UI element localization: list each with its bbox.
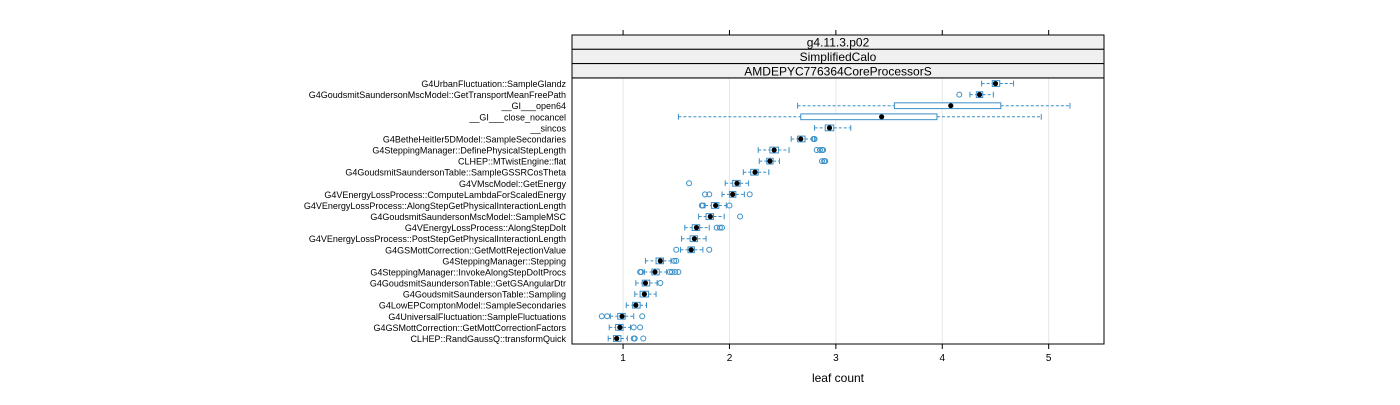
- outlier-point: [699, 202, 706, 209]
- outlier-point: [706, 191, 713, 198]
- x-tick-label: 2: [727, 353, 733, 364]
- outlier-point: [820, 147, 827, 154]
- median-dot: [826, 125, 833, 131]
- category-label: __GI___close_nocancel: [468, 112, 566, 122]
- strip-panel: g4.11.3.p02SimplifiedCaloAMDEPYC776364Co…: [571, 34, 1105, 79]
- outlier-point: [956, 91, 963, 98]
- median-dot: [730, 191, 736, 197]
- x-axis: 1 2 3 4 5: [620, 30, 1052, 364]
- category-label: G4VEnergyLossProcess::ComputeLambdaForSc…: [324, 190, 566, 200]
- median-dot: [767, 158, 773, 164]
- grid-layer: [622, 78, 1050, 344]
- plot-frame: [571, 77, 1105, 345]
- x-tick-label: 1: [620, 353, 626, 364]
- strip-label: SimplifiedCalo: [800, 50, 877, 64]
- category-label: G4BetheHeitler5DModel::SampleSecondaries: [383, 134, 567, 144]
- category-label: G4GSMottCorrection::GetMottCorrectionFac…: [373, 323, 566, 333]
- outlier-point: [673, 246, 680, 253]
- median-dot: [642, 280, 649, 286]
- category-label: G4GoudsmitSaundersonTable::SampleGSSRCos…: [345, 168, 566, 178]
- outlier-point: [822, 158, 829, 165]
- outlier-point: [706, 246, 713, 253]
- median-dot: [771, 147, 777, 153]
- median-dot: [798, 136, 804, 142]
- outlier-point: [816, 147, 823, 154]
- category-label: CLHEP::MTwistEngine::flat: [458, 157, 567, 167]
- outlier-point: [598, 313, 605, 320]
- x-tick-label: 5: [1046, 353, 1052, 364]
- median-dot: [734, 180, 740, 186]
- category-label: G4GoudsmitSaundersonMscModel::SampleMSC: [370, 212, 566, 222]
- category-label: G4VMscModel::GetEnergy: [459, 179, 567, 189]
- category-label: G4UrbanFluctuation::SampleGlandz: [421, 79, 566, 89]
- category-label: G4GoudsmitSaundersonTable::GetGSAngularD…: [370, 279, 566, 289]
- outlier-point: [640, 335, 647, 342]
- median-dot: [992, 80, 999, 87]
- category-label: G4LowEPComptonModel::SampleSecondaries: [379, 301, 567, 311]
- median-dot: [693, 225, 700, 231]
- outlier-point: [604, 313, 611, 320]
- category-label: G4UniversalFluctuation::SampleFluctuatio…: [388, 312, 566, 322]
- category-label: G4GoudsmitSaundersonTable::Sampling: [403, 290, 566, 300]
- category-label: CLHEP::RandGaussQ::transformQuick: [410, 334, 566, 344]
- outlier-point: [737, 213, 744, 220]
- category-label: G4VEnergyLossProcess::AlongStepDoIt: [405, 223, 567, 233]
- outlier-point: [675, 268, 682, 275]
- x-axis-label: leaf count: [812, 371, 865, 385]
- median-dot: [879, 114, 885, 120]
- outlier-point: [819, 158, 826, 165]
- outlier-point: [630, 324, 637, 331]
- box-iqr: [800, 113, 938, 121]
- outlier-point: [671, 257, 678, 264]
- outlier-point: [746, 191, 753, 198]
- median-dot: [976, 92, 983, 98]
- outlier-point: [631, 335, 638, 342]
- median-dot: [614, 335, 620, 342]
- median-dot: [948, 103, 954, 109]
- outlier-point: [686, 180, 693, 187]
- outlier-point: [637, 324, 644, 331]
- median-dot: [657, 258, 663, 264]
- strip-label: g4.11.3.p02: [807, 36, 870, 50]
- category-label: G4SteppingManager::InvokeAlongStepDoItPr…: [370, 267, 566, 277]
- median-dot: [688, 247, 694, 253]
- category-label: G4SteppingManager::Stepping: [442, 256, 566, 266]
- outlier-point: [672, 268, 679, 275]
- category-labels: G4UrbanFluctuation::SampleGlandzG4Goudsm…: [304, 79, 567, 344]
- median-dot: [707, 213, 713, 220]
- category-label: __sincos: [529, 123, 566, 133]
- outlier-point: [657, 280, 664, 287]
- median-dot: [713, 202, 719, 209]
- strip-label: AMDEPYC776364CoreProcessorS: [744, 64, 931, 78]
- median-dot: [617, 324, 623, 330]
- median-dot: [633, 302, 639, 308]
- category-label: G4VEnergyLossProcess::PostStepGetPhysica…: [309, 234, 566, 244]
- median-dot: [641, 291, 647, 297]
- outlier-point: [811, 135, 818, 142]
- category-label: G4SteppingManager::DefinePhysicalStepLen…: [372, 146, 566, 156]
- x-tick-label: 4: [939, 353, 945, 364]
- outlier-point: [702, 191, 708, 198]
- outlier-point: [719, 224, 726, 231]
- category-label: G4VEnergyLossProcess::AlongStepGetPhysic…: [304, 201, 566, 211]
- outlier-point: [638, 268, 645, 275]
- median-dot: [691, 236, 697, 242]
- category-label: G4GSMottCorrection::GetMottRejectionValu…: [385, 245, 566, 255]
- outlier-point: [639, 313, 646, 320]
- category-label: __GI___open64: [500, 101, 566, 111]
- median-dot: [619, 313, 625, 319]
- outlier-point: [673, 257, 680, 264]
- median-dot: [752, 169, 758, 175]
- outlier-point: [669, 268, 676, 275]
- x-tick-label: 3: [833, 353, 839, 364]
- outlier-point: [716, 224, 723, 231]
- outlier-point: [726, 202, 733, 209]
- box-layer: [598, 80, 1071, 342]
- box-iqr: [893, 102, 1002, 110]
- median-dot: [652, 269, 658, 275]
- category-label: G4GoudsmitSaundersonMscModel::GetTranspo…: [309, 90, 566, 100]
